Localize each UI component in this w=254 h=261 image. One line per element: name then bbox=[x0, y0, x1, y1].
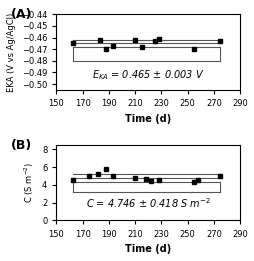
Text: $E_{KA}$ = 0.465 ± 0.003 V: $E_{KA}$ = 0.465 ± 0.003 V bbox=[92, 68, 204, 82]
Y-axis label: EKA (V vs Ag/AgCl): EKA (V vs Ag/AgCl) bbox=[7, 13, 16, 92]
Text: (A): (A) bbox=[10, 8, 32, 21]
Text: $C$ = 4.746 ± 0.418 S m$^{-2}$: $C$ = 4.746 ± 0.418 S m$^{-2}$ bbox=[86, 196, 210, 210]
Text: (B): (B) bbox=[10, 139, 31, 152]
X-axis label: Time (d): Time (d) bbox=[125, 244, 171, 254]
Y-axis label: C (S m$^{-2}$): C (S m$^{-2}$) bbox=[23, 162, 36, 203]
X-axis label: Time (d): Time (d) bbox=[125, 114, 171, 123]
